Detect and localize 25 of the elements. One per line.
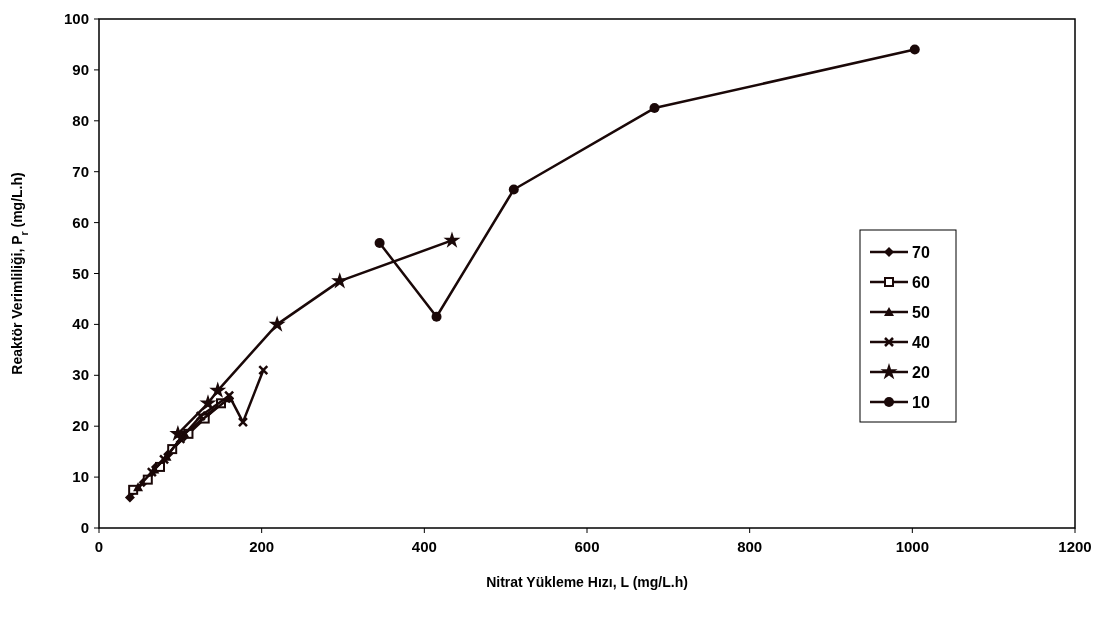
x-tick-label: 800: [737, 538, 763, 555]
y-tick-label: 40: [72, 315, 89, 333]
y-tick-label: 70: [72, 162, 89, 180]
x-tick-label: 0: [94, 538, 104, 555]
y-tick-label: 80: [72, 111, 89, 129]
legend-label: 60: [912, 274, 930, 291]
legend-label: 10: [912, 394, 930, 411]
y-tick-label: 50: [72, 264, 89, 282]
x-tick-label: 200: [249, 538, 275, 555]
x-tick-label: 1200: [1058, 538, 1092, 555]
y-tick-label: 0: [80, 519, 89, 536]
legend-label: 40: [912, 334, 930, 351]
x-axis-title: Nitrat Yükleme Hızı, L (mg/L.h): [486, 574, 688, 590]
legend-label: 70: [912, 244, 930, 261]
x-tick-label: 600: [574, 538, 600, 555]
y-tick-label: 60: [72, 213, 89, 231]
legend-label: 50: [912, 304, 930, 321]
x-tick-label: 400: [411, 538, 437, 555]
x-tick-label: 1000: [895, 538, 930, 555]
y-tick-label: 90: [72, 60, 89, 78]
y-tick-label: 20: [72, 417, 89, 435]
y-tick-label: 10: [72, 468, 89, 486]
y-tick-label: 100: [63, 10, 89, 27]
y-tick-label: 30: [72, 366, 89, 384]
legend-label: 20: [912, 364, 930, 381]
